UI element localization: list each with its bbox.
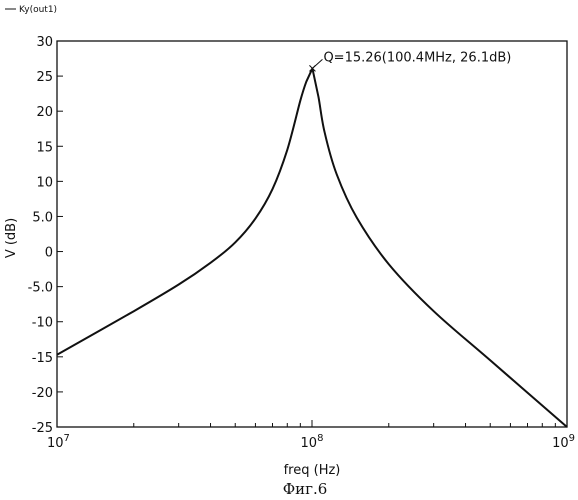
x-axis-title: freq (Hz) [284,463,341,478]
y-tick-label: 5.0 [32,210,53,225]
figure-caption: Фиг.6 [283,480,328,498]
peak-annotation: Q=15.26(100.4MHz, 26.1dB) [323,50,511,65]
plot-area [57,41,567,427]
y-tick-label: 10 [36,175,53,190]
y-tick-label: 20 [36,105,53,120]
annotation-leader [312,59,322,68]
legend-label: Ky(out1) [19,5,57,15]
y-tick-label: 0 [45,246,53,261]
x-axis: 107 108 109 [47,420,575,451]
x-tick-label: 107 [47,433,70,451]
series-line-ky-out1 [57,68,567,427]
x-tick-label: 109 [552,433,575,451]
y-tick-label: -5.0 [28,281,53,296]
y-axis: 30 25 20 15 10 5.0 0 -5.0 -10 -15 -20 -25 [28,35,63,436]
y-tick-label: -15 [32,351,53,366]
y-tick-label: 30 [36,35,53,50]
y-tick-label: 15 [36,140,53,155]
y-tick-label: 25 [36,70,53,85]
y-tick-label: -20 [32,386,53,401]
y-axis-title: V (dB) [4,218,19,258]
y-tick-label: -10 [32,316,53,331]
x-tick-label: 108 [301,433,324,451]
y-tick-label: -25 [32,421,53,436]
